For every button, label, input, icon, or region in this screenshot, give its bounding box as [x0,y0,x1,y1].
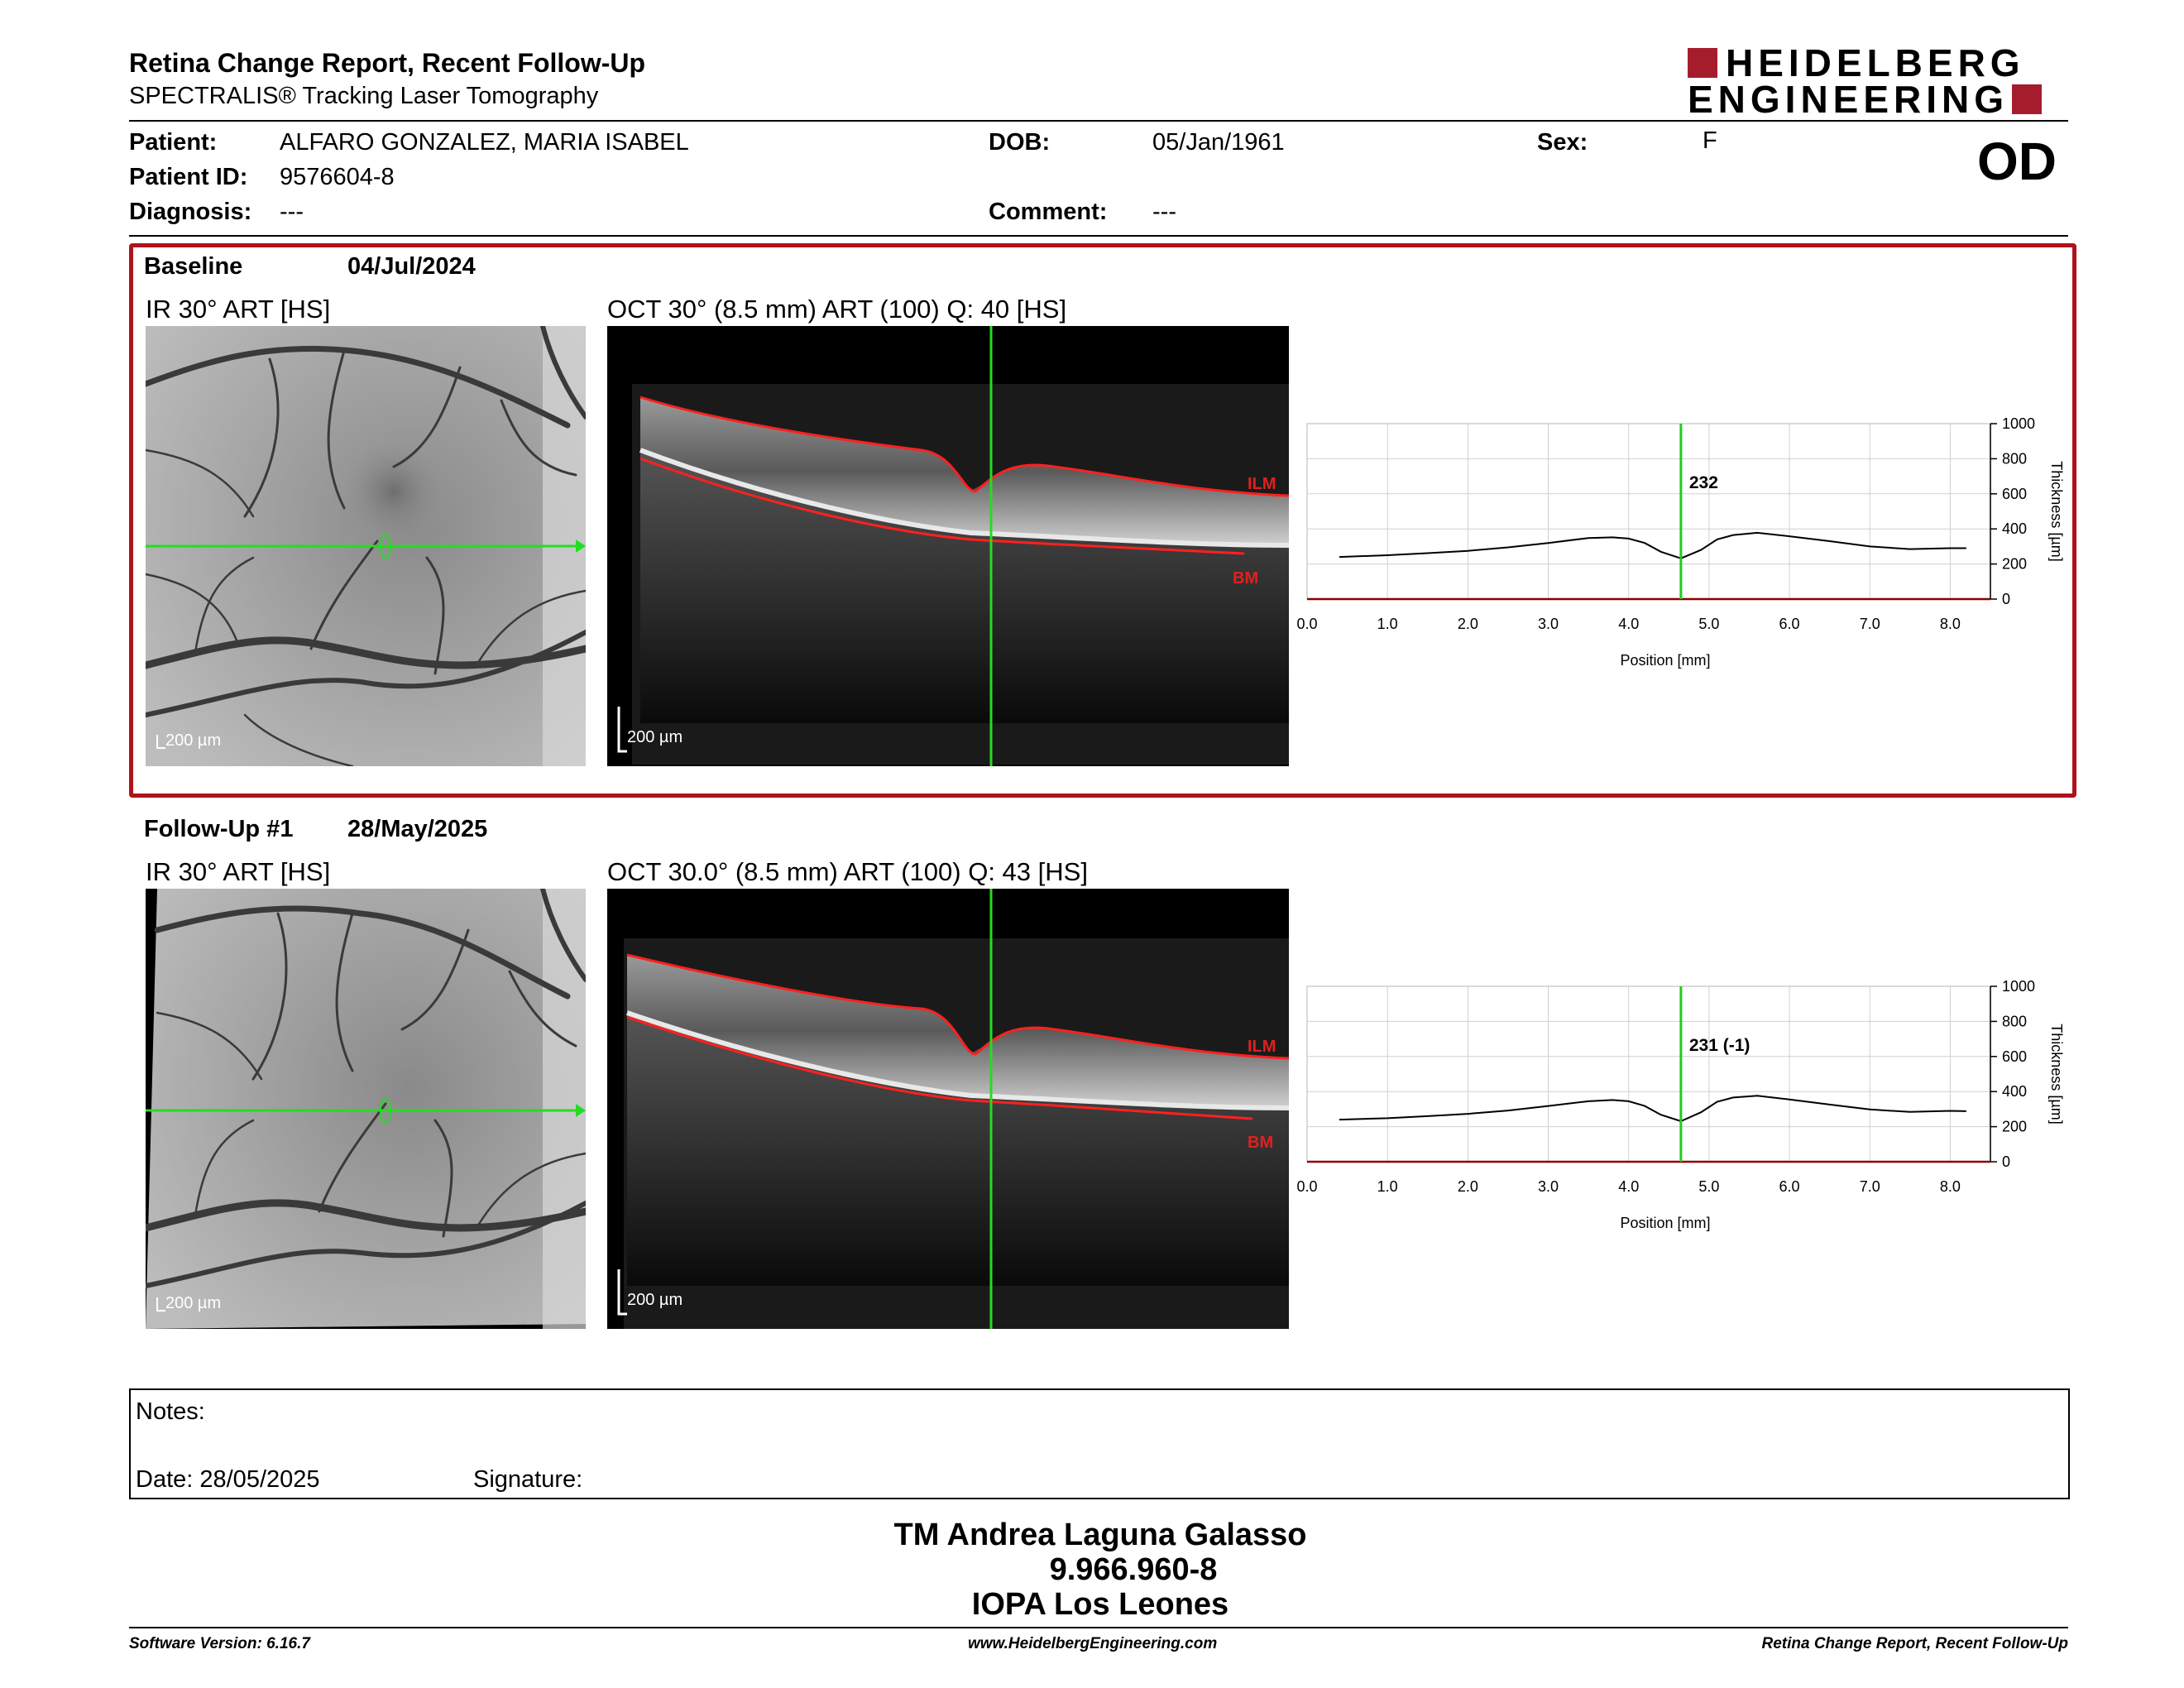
chart-x-tick-label: 7.0 [1860,616,1880,632]
chart-plot-area [1306,985,1991,1163]
chart-y-axis-title: Thickness [µm] [2048,1024,2065,1124]
notes-label: Notes: [136,1398,205,1425]
baseline-ir-scale: 200 µm [165,731,222,750]
signature-label: Signature: [473,1466,583,1493]
chart-x-tick-label: 6.0 [1779,616,1800,632]
baseline-bm-label: BM [1233,569,1259,587]
chart-y-tick-label: 1000 [2002,978,2035,995]
baseline-ilm-label: ILM [1248,475,1276,493]
followup-ir-label: IR 30° ART [HS] [146,857,331,886]
chart-cursor-value-label: 232 [1689,473,1718,492]
chart-y-tick-label: 600 [2002,1048,2027,1065]
baseline-ir-label: IR 30° ART [HS] [146,295,331,324]
followup-oct-label: OCT 30.0° (8.5 mm) ART (100) Q: 43 [HS] [607,857,1088,886]
chart-x-tick-label: 7.0 [1860,1178,1880,1195]
software-version: Software Version: 6.16.7 [129,1635,310,1652]
chart-x-tick-label: 8.0 [1940,616,1961,632]
logo-line-1: HEIDELBERG [1726,41,2025,84]
notes-box [129,1388,2070,1499]
chart-cursor-value-label: 231 (-1) [1689,1036,1751,1055]
chart-y-tick-label: 200 [2002,1119,2027,1135]
notes-date: Date: 28/05/2025 [136,1466,320,1493]
header-divider [129,120,2068,122]
patient-divider [129,235,2068,237]
footer-report-name: Retina Change Report, Recent Follow-Up [1761,1635,2068,1652]
chart-x-tick-label: 8.0 [1940,1178,1961,1195]
comment-value: --- [1152,199,1176,225]
chart-x-tick-label: 6.0 [1779,1178,1800,1195]
logo-line-2: ENGINEERING [1688,78,2009,121]
chart-y-tick-label: 600 [2002,486,2027,502]
chart-y-tick-label: 200 [2002,556,2027,573]
chart-x-tick-label: 1.0 [1377,616,1398,632]
chart-x-axis-title: Position [mm] [1620,652,1710,669]
chart-y-tick-label: 400 [2002,520,2027,537]
signer-id: 9.966.960-8 [1049,1552,1218,1587]
report-title: Retina Change Report, Recent Follow-Up [129,48,646,78]
sex-label: Sex: [1537,129,1588,156]
chart-x-tick-label: 5.0 [1698,616,1719,632]
patient-id-label: Patient ID: [129,164,248,190]
followup-ilm-label: ILM [1248,1038,1276,1056]
dob-value: 05/Jan/1961 [1152,129,1285,156]
followup-oct-bscan-image: ILM BM 200 µm [607,889,1289,1329]
chart-y-tick-label: 400 [2002,1083,2027,1100]
logo-square-bottom [2012,84,2043,114]
chart-y-tick-label: 0 [2002,591,2010,607]
chart-x-tick-label: 1.0 [1377,1178,1398,1195]
dob-label: DOB: [989,129,1051,156]
chart-x-tick-label: 2.0 [1458,1178,1478,1195]
baseline-oct-bscan-image: ILM BM 200 µm [607,326,1289,766]
patient-value: ALFARO GONZALEZ, MARIA ISABEL [280,129,689,156]
baseline-section [129,243,2076,798]
report-subtitle: SPECTRALIS® Tracking Laser Tomography [129,83,599,109]
followup-bm-label: BM [1248,1134,1274,1152]
heidelberg-logo: HEIDELBERG ENGINEERING [1688,41,2068,121]
chart-plot-area [1306,423,1991,600]
chart-y-tick-label: 0 [2002,1153,2010,1170]
chart-x-tick-label: 5.0 [1698,1178,1719,1195]
sex-value: F [1703,127,1717,154]
patient-id-value: 9576604-8 [280,164,395,190]
diagnosis-label: Diagnosis: [129,199,252,225]
chart-x-tick-label: 0.0 [1296,1178,1317,1195]
followup-ir-fundus-image: 200 µm [146,889,586,1329]
chart-x-tick-label: 3.0 [1538,616,1559,632]
chart-x-axis-title: Position [mm] [1620,1215,1710,1231]
chart-x-tick-label: 0.0 [1296,616,1317,632]
signer-place: IOPA Los Leones [971,1587,1229,1622]
baseline-date: 04/Jul/2024 [347,253,476,280]
baseline-ir-fundus-image: 200 µm [146,326,586,766]
chart-y-tick-label: 800 [2002,1013,2027,1029]
chart-x-tick-label: 4.0 [1618,1178,1639,1195]
website-link[interactable]: www.HeidelbergEngineering.com [968,1635,1218,1652]
followup-label: Follow-Up #1 [144,816,294,842]
followup-date: 28/May/2025 [347,816,488,842]
followup-ir-scale: 200 µm [165,1294,222,1312]
patient-label: Patient: [129,129,218,156]
signer-name: TM Andrea Laguna Galasso [893,1518,1307,1552]
chart-y-axis-title: Thickness [µm] [2048,461,2065,561]
baseline-label: Baseline [144,253,243,280]
chart-x-tick-label: 2.0 [1458,616,1478,632]
diagnosis-value: --- [280,199,304,225]
footer-divider [129,1627,2068,1628]
chart-x-tick-label: 4.0 [1618,616,1639,632]
baseline-thickness-chart: 0.0 1.0 2.0 3.0 4.0 5.0 6.0 7.0 8.0 0 200 400 600 800… [1296,415,2065,669]
chart-thickness-series-line [1339,531,1966,559]
followup-oct-scale: 200 µm [627,1291,683,1309]
chart-x-tick-label: 3.0 [1538,1178,1559,1195]
chart-y-tick-label: 1000 [2002,415,2035,432]
baseline-oct-scale: 200 µm [627,728,683,746]
logo-square-top [1688,48,1717,78]
chart-thickness-series-line [1339,1095,1966,1123]
followup-thickness-chart: 0.0 1.0 2.0 3.0 4.0 5.0 6.0 7.0 8.0 0 200 400 600 800… [1296,978,2065,1231]
baseline-oct-label: OCT 30° (8.5 mm) ART (100) Q: 40 [HS] [607,295,1067,324]
comment-label: Comment: [989,199,1108,225]
chart-y-tick-label: 800 [2002,450,2027,467]
eye-indicator: OD [1977,132,2057,191]
